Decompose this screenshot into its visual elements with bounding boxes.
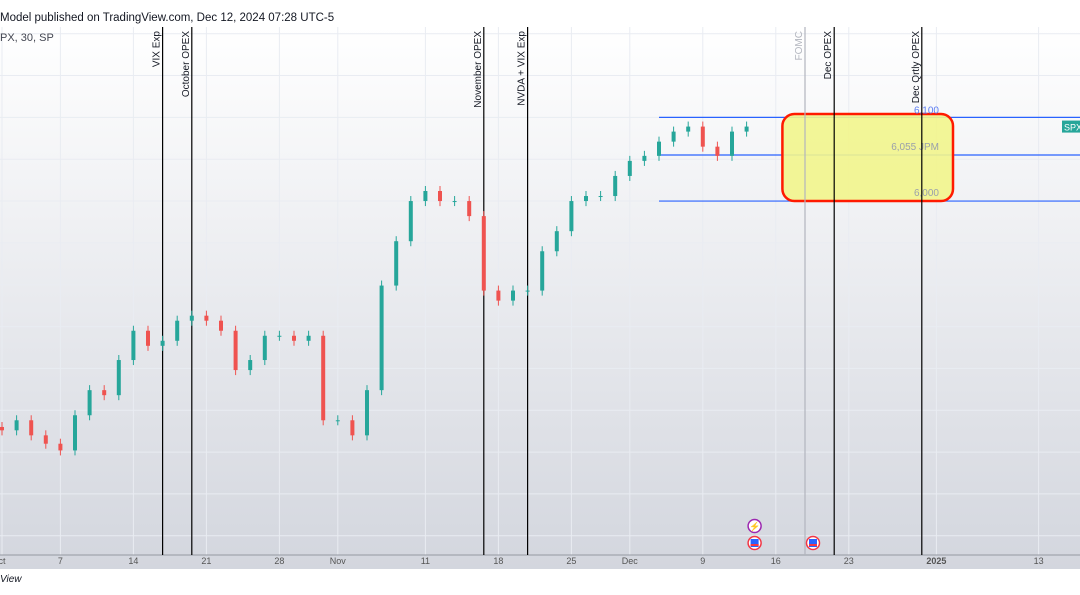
candle-body (525, 290, 530, 292)
candle-body (671, 131, 676, 142)
spx-price-tag (1062, 120, 1080, 133)
footer-brand: View (0, 574, 22, 585)
level-label: 6,000 (914, 188, 939, 199)
x-tick-label: 21 (201, 556, 211, 566)
candle-body (540, 251, 545, 291)
candle-body (102, 390, 107, 396)
candle-body (87, 390, 92, 416)
target-zone-box (781, 112, 955, 203)
x-tick-label: 13 (1034, 556, 1044, 566)
candle-body (233, 330, 238, 371)
x-tick-label: 9 (700, 556, 705, 566)
candle-body (481, 216, 486, 291)
x-tick-label: ct (0, 556, 6, 566)
candle-body (29, 420, 34, 436)
candle-body (700, 126, 705, 147)
candle-body (350, 420, 355, 436)
candle-body (335, 420, 340, 422)
candle-body (744, 126, 749, 132)
candle-body (438, 191, 442, 202)
candle-body (408, 201, 413, 242)
candle-body (554, 231, 559, 252)
event-label: October OPEX (181, 31, 192, 97)
candle-body (627, 160, 632, 176)
flag-stripe (750, 544, 759, 546)
x-tick-label: 23 (844, 556, 854, 566)
price-chart[interactable]: ct 7 14 21 28 Nov 11 18 25 Dec 9 16 23 2025 13 6,100 6,0… (0, 27, 1080, 572)
candle-body (160, 340, 165, 346)
candle-body (657, 141, 661, 156)
candle-body (467, 201, 472, 217)
event-label: Dec OPEX (823, 31, 834, 80)
event-label: VIX Exp (152, 31, 163, 68)
bolt-glyph: ⚡ (749, 521, 760, 533)
symbol-legend[interactable]: PX, 30, SP (0, 32, 54, 44)
candle-body (394, 241, 399, 286)
event-label: NVDA + VIX Exp (517, 31, 528, 106)
candle-body (423, 191, 428, 202)
candle-body (189, 315, 194, 321)
candle-body (569, 201, 574, 232)
candle-body (73, 415, 77, 451)
candle-body (584, 196, 588, 202)
x-tick-label: 28 (274, 556, 284, 566)
publish-info: Model published on TradingView.com, Dec … (0, 12, 335, 24)
candle-body (642, 155, 647, 161)
x-tick-label: 7 (58, 556, 63, 566)
x-tick-label: 25 (566, 556, 576, 566)
x-tick-label: 2025 (926, 556, 946, 566)
candle-body (730, 131, 734, 156)
x-tick-label: 18 (493, 556, 503, 566)
x-tick-label: Dec (622, 556, 639, 566)
candle-body (43, 435, 48, 444)
x-tick-label: 14 (128, 556, 138, 566)
candle-body (613, 175, 618, 197)
level-label: 6,055 JPM (891, 142, 939, 153)
candle-body (14, 420, 19, 431)
flag-field (750, 539, 759, 547)
earnings-bolt-icon (747, 518, 762, 534)
x-tick-label: Nov (330, 556, 347, 566)
candle-body (146, 330, 150, 346)
candle-body (292, 335, 296, 341)
candle-body (116, 360, 121, 396)
candle-body (321, 335, 326, 421)
candle-body (496, 290, 501, 301)
spx-tag-label: SPX (1064, 123, 1080, 133)
candle-body (175, 320, 180, 341)
candle-body (452, 201, 457, 203)
candle-body (715, 146, 720, 156)
candle-body (598, 196, 603, 198)
candle-body (686, 126, 691, 132)
flag-stripe (809, 544, 817, 546)
candle-body (306, 335, 311, 341)
candle-body (58, 443, 63, 451)
candle-body (511, 290, 515, 301)
event-label: November OPEX (473, 31, 484, 108)
event-label: Dec Qrtly OPEX (911, 31, 922, 104)
candle-body (277, 335, 282, 337)
candle-body (379, 285, 384, 391)
flag-field (809, 539, 817, 547)
candle-body (131, 330, 136, 361)
x-tick-label: 16 (771, 556, 781, 566)
candle-body (248, 360, 253, 371)
candle-body (0, 426, 4, 431)
event-label: FOMC (794, 31, 805, 60)
x-tick-label: 11 (421, 556, 430, 566)
level-label: 6,100 (914, 105, 939, 116)
candle-body (365, 390, 369, 436)
candle-body (204, 315, 209, 321)
candle-body (219, 320, 223, 331)
candle-body (262, 335, 267, 361)
